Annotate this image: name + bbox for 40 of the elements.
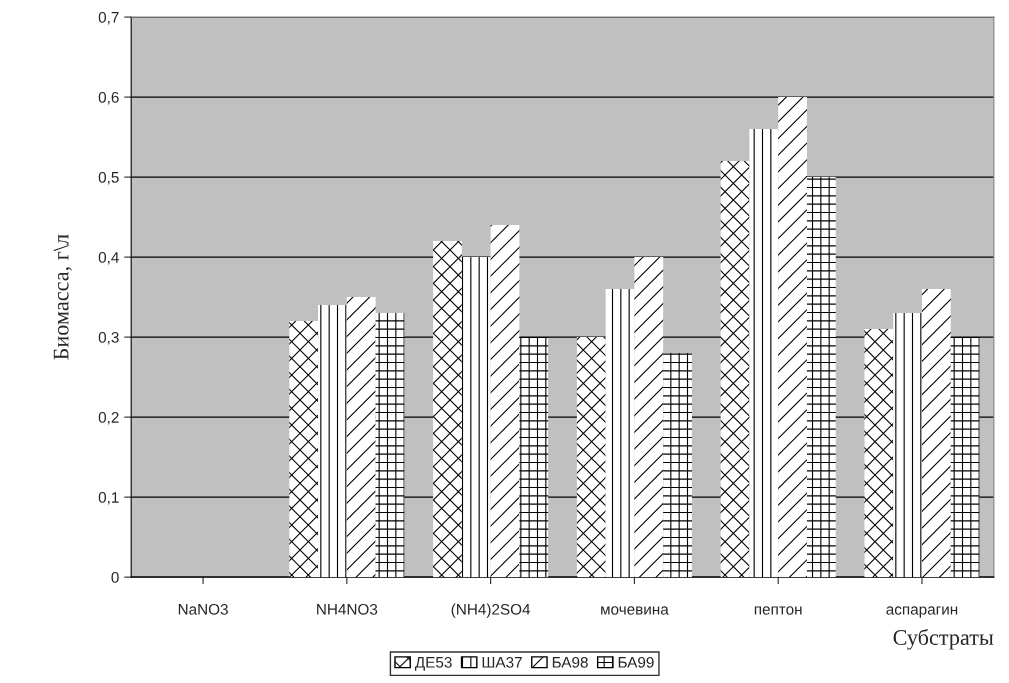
bar: [519, 337, 549, 578]
y-tick-label: 0,6: [98, 91, 119, 105]
x-tick-label: мочевина: [601, 606, 669, 615]
bar: [605, 289, 635, 578]
bar: [720, 161, 750, 578]
bar: [461, 257, 491, 578]
bar: [749, 129, 779, 578]
bar: [663, 353, 692, 578]
legend-label: ША37: [482, 656, 522, 668]
legend-label: ДЕ53: [414, 656, 452, 671]
y-tick-label: 0: [111, 572, 119, 583]
bar: [433, 241, 462, 578]
y-tick-label: 0,2: [98, 411, 119, 425]
bar: [346, 297, 376, 578]
x-tick-label: аспарагин: [886, 606, 958, 618]
bar: [778, 97, 807, 578]
legend-label: БА99: [618, 656, 654, 668]
x-tick-label: NaNO3: [178, 603, 228, 615]
y-tick-label: 0,3: [98, 331, 119, 345]
bar: [893, 313, 922, 578]
bar: [490, 225, 520, 578]
x-tick-label: NH4NO3: [317, 603, 378, 615]
bar: [375, 313, 405, 578]
y-tick-label: 0,7: [98, 11, 119, 25]
x-tick-label: пептон: [754, 606, 802, 615]
bar: [289, 321, 319, 578]
bar: [318, 305, 347, 578]
x-tick-label: (NH4)2SO4: [451, 603, 531, 618]
legend-label: БА98: [552, 656, 588, 668]
y-axis-title: Биомасса, г\л: [53, 234, 72, 360]
y-tick-label: 0,4: [98, 251, 119, 265]
bar: [806, 177, 836, 578]
bar: [576, 337, 606, 578]
bar: [634, 257, 664, 578]
bar: [950, 337, 980, 578]
bar: [864, 329, 894, 578]
x-axis-title: Субстраты: [893, 628, 994, 650]
y-tick-label: 0,5: [98, 171, 119, 185]
bar: [921, 289, 951, 578]
y-tick-label: 0,1: [98, 491, 119, 505]
